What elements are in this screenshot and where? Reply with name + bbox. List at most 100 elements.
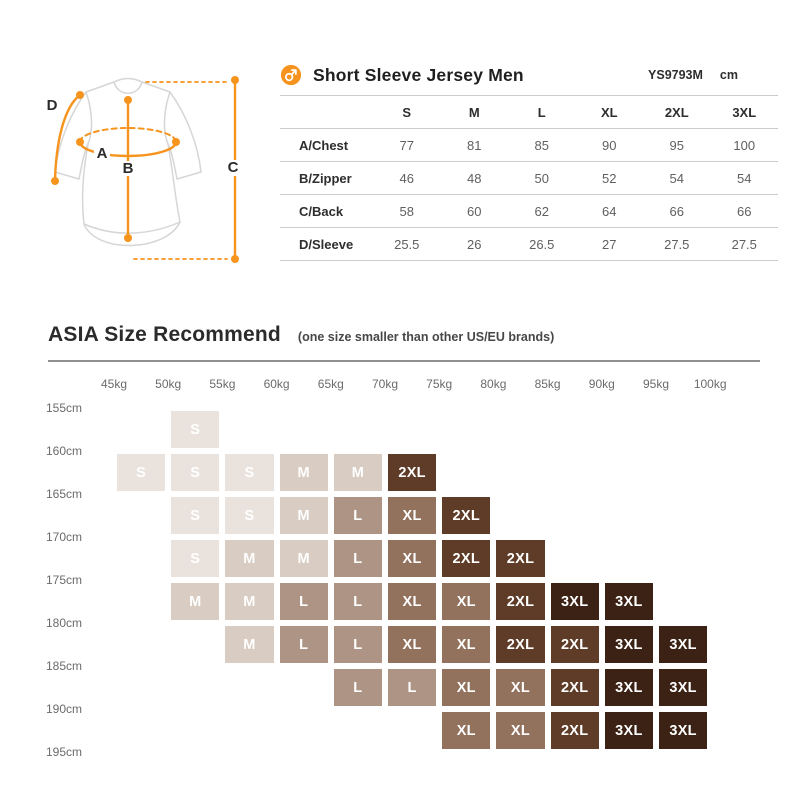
measurement-dots [51,76,239,263]
size-cell: XL [388,540,437,577]
height-label: 180cm [46,616,83,630]
measurement-value: 27 [602,236,617,252]
size-cell: XL [496,669,545,706]
measurement-value: 27.5 [664,236,690,252]
size-table-data-row: D/Sleeve 25.5 26 26.5 27 27.5 27.5 [280,227,778,261]
height-label: 170cm [46,530,83,544]
measurement-value: 64 [602,203,617,219]
label-zipper: B [123,160,134,177]
size-cell: 3XL [604,626,653,663]
recommend-heading-row: ASIA Size Recommend (one size smaller th… [48,323,760,362]
measurement-value: 100 [733,137,756,153]
column-header: XL [600,104,618,120]
jersey-diagram: D A B C [47,76,242,263]
measurement-value: 62 [534,203,549,219]
label-back: C [228,159,239,176]
height-label: 175cm [46,573,83,587]
size-cell: S [171,540,220,577]
size-cell: XL [388,497,437,534]
weight-label: 90kg [588,377,615,391]
weight-label: 70kg [371,377,399,391]
column-header: 2XL [664,104,689,120]
measurement-value: 54 [737,170,752,186]
size-cell: S [225,454,274,491]
size-cell: L [388,669,437,706]
size-cell: M [279,497,328,534]
size-cell: 2XL [496,626,545,663]
height-label: 195cm [46,745,83,759]
weight-label: 80kg [480,377,507,391]
size-cell: 3XL [604,583,653,620]
size-cell: M [171,583,220,620]
weight-label: 65kg [317,377,344,391]
size-cell: XL [388,583,437,620]
size-cell: 2XL [442,497,491,534]
height-label: 160cm [46,444,83,458]
size-cell: XL [442,712,491,749]
weight-label: 60kg [263,377,290,391]
measurement-value: 81 [467,137,482,153]
measurement-value: 95 [669,137,684,153]
size-cell: 2XL [550,712,599,749]
label-chest: A [97,145,108,162]
measurement-value: 90 [602,137,617,153]
size-cell: 3XL [604,669,653,706]
size-cell: L [333,497,382,534]
measurement-value: 66 [737,203,752,219]
size-cell: 3XL [550,583,599,620]
height-label: 155cm [46,401,83,415]
size-cell: M [279,454,328,491]
jersey-outline [54,77,202,247]
measurement-value: 50 [534,170,549,186]
measurement-value: 54 [669,170,684,186]
size-cell: M [225,540,274,577]
size-cell: S [225,497,274,534]
row-label: C/Back [299,203,344,219]
measurement-value: 85 [534,137,549,153]
label-sleeve: D [47,97,58,114]
size-cell: 2XL [550,669,599,706]
weight-label: 95kg [642,377,670,391]
measurement-value: 25.5 [394,236,420,252]
measurement-value: 26.5 [529,236,555,252]
size-cell: 3XL [659,712,708,749]
column-header: M [468,104,480,120]
size-cell: S [171,411,220,448]
column-header: 3XL [732,104,757,120]
product-title: Short Sleeve Jersey Men [313,64,524,85]
row-label: A/Chest [299,137,349,153]
weight-label: 50kg [155,377,182,391]
weight-label: 85kg [534,377,561,391]
size-cell: XL [442,583,491,620]
size-cell: L [333,583,382,620]
measurement-value: 52 [602,170,617,186]
measurement-value: 58 [399,203,414,219]
height-label: 165cm [46,487,83,501]
row-label: D/Sleeve [299,236,354,252]
recommend-title: ASIA Size Recommend [48,323,281,346]
size-cell: S [171,454,220,491]
size-cell: 3XL [659,626,708,663]
size-cell: 2XL [550,626,599,663]
height-label: 185cm [46,659,83,673]
size-cell: M [279,540,328,577]
size-table-data-row: A/Chest 77 81 85 90 95 100 [280,128,778,161]
size-cell: S [171,497,220,534]
size-cell: L [333,540,382,577]
size-cell: XL [442,669,491,706]
chest-ellipse-back [79,127,177,143]
size-cell: M [333,454,382,491]
size-cell: 2XL [496,583,545,620]
weight-label: 55kg [209,377,236,391]
size-cell: S [117,454,166,491]
size-cell: L [279,626,328,663]
size-cell: 2XL [496,540,545,577]
size-table-header-row: S M L XL 2XL 3XL [280,95,778,128]
size-cell: L [279,583,328,620]
measurement-value: 77 [399,137,414,153]
size-cell: 2XL [442,540,491,577]
size-table: Short Sleeve Jersey Men YS9793M cm S M L XL… [280,55,778,261]
size-table-data-row: B/Zipper 46 48 50 52 54 54 [280,161,778,194]
size-cell: XL [496,712,545,749]
weight-label: 75kg [426,377,453,391]
